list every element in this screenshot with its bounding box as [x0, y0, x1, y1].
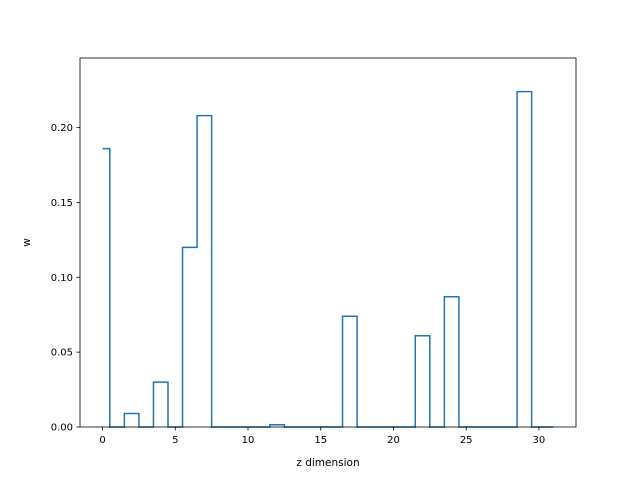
x-tick-label: 30 [533, 435, 546, 446]
y-tick-label: 0.00 [51, 423, 73, 434]
x-tick-label: 10 [242, 435, 255, 446]
x-axis: 0 5 10 15 20 25 30 [99, 427, 545, 446]
y-axis: 0.00 0.05 0.10 0.15 0.20 [51, 123, 80, 434]
x-tick-label: 20 [387, 435, 400, 446]
x-tick-label: 0 [99, 435, 105, 446]
y-tick-label: 0.05 [51, 348, 73, 359]
y-tick-label: 0.15 [51, 198, 73, 209]
x-axis-label: z dimension [296, 457, 359, 469]
x-tick-label: 5 [172, 435, 178, 446]
axes-frame [79, 57, 577, 428]
y-tick-label: 0.20 [51, 123, 73, 134]
x-tick-label: 15 [314, 435, 327, 446]
y-tick-label: 0.10 [51, 273, 73, 284]
x-tick-label: 25 [460, 435, 473, 446]
y-axis-label: w [21, 238, 33, 247]
